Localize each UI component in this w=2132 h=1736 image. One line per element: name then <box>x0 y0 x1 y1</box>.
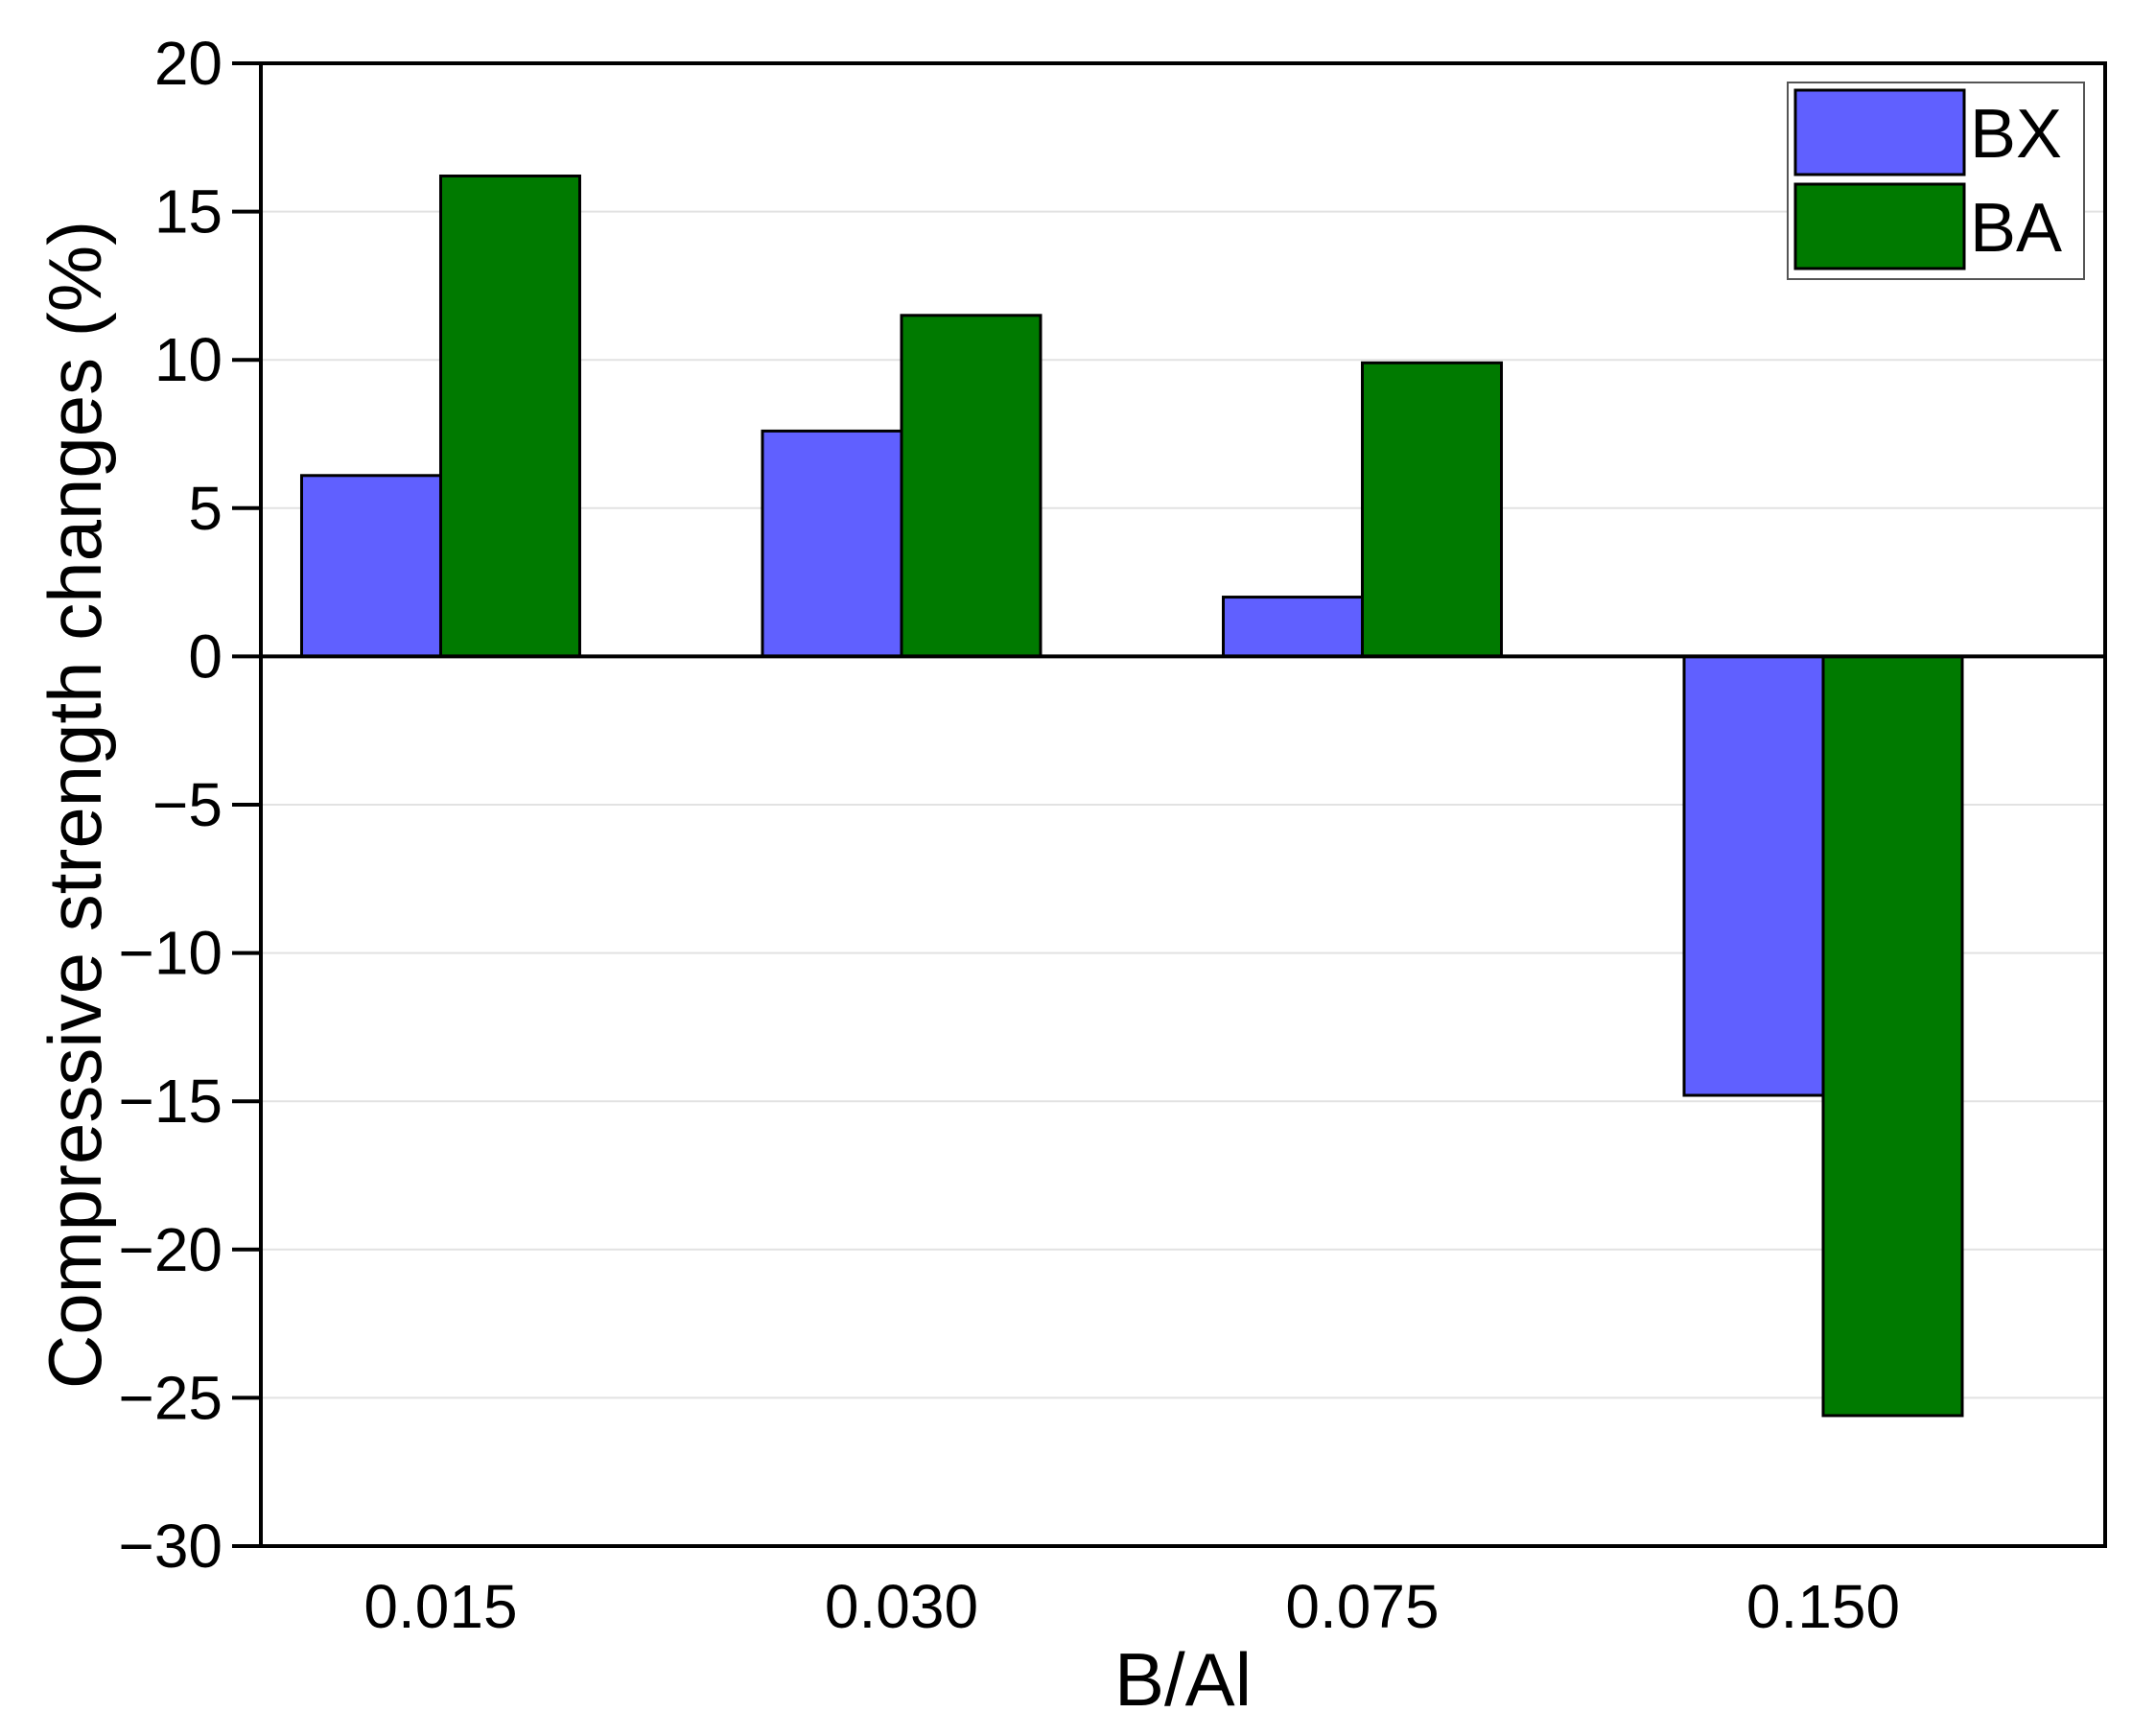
bar-ba-0.150 <box>1821 654 1964 1418</box>
y-tick-label: −10 <box>118 919 223 988</box>
legend-label-ba: BA <box>1970 190 2062 267</box>
bar-ba-0.030 <box>900 314 1043 658</box>
legend-label-bx: BX <box>1970 96 2062 173</box>
y-tick-label: −30 <box>118 1512 223 1581</box>
legend: BX BA <box>1787 82 2085 280</box>
x-tick-label: 0.015 <box>363 1572 517 1641</box>
bar-bx-0.030 <box>761 429 903 658</box>
legend-swatch-ba <box>1793 182 1966 270</box>
y-tick-label: 5 <box>188 474 223 543</box>
y-tick-label: −20 <box>118 1215 223 1284</box>
x-tick-label: 0.030 <box>825 1572 978 1641</box>
bar-bx-0.150 <box>1682 654 1825 1097</box>
y-tick-label: 15 <box>154 177 223 246</box>
x-tick-label: 0.075 <box>1285 1572 1439 1641</box>
y-tick-label: −25 <box>118 1363 223 1432</box>
y-tick-label: −5 <box>152 770 223 839</box>
bars <box>299 174 1964 1418</box>
y-tick-label: 0 <box>188 622 223 691</box>
y-tick-label: 10 <box>154 325 223 394</box>
y-axis: 20 15 10 5 0 −5 −10 −15 −20 −25 −30 <box>118 29 261 1581</box>
x-tick-label: 0.150 <box>1746 1572 1900 1641</box>
y-tick-label: 20 <box>154 29 223 98</box>
bar-ba-0.015 <box>438 174 581 658</box>
y-tick-label: −15 <box>118 1067 223 1136</box>
bar-bx-0.075 <box>1221 596 1364 658</box>
bar-ba-0.075 <box>1360 361 1503 658</box>
x-axis: 0.015 0.030 0.075 0.150 <box>363 1572 1900 1641</box>
y-axis-title: Compressive strength changes (%) <box>33 221 117 1389</box>
legend-swatch-bx <box>1793 88 1966 176</box>
x-axis-title: B/Al <box>1114 1637 1252 1722</box>
bar-bx-0.015 <box>299 474 442 658</box>
